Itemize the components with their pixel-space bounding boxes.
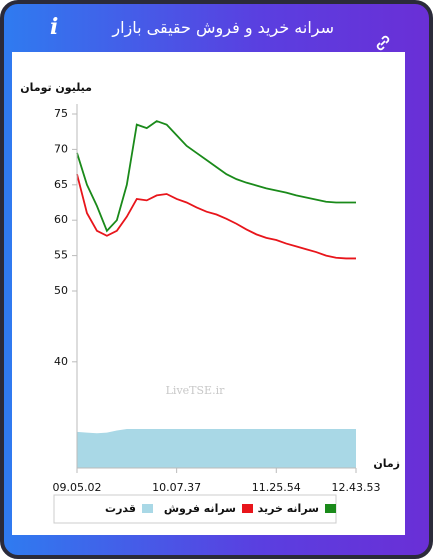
info-icon[interactable]: i [50,14,59,40]
area [77,429,356,468]
legend-swatch [242,504,253,513]
legend-swatch [142,504,153,513]
legend-swatch [325,504,336,513]
y-tick-label: 55 [54,249,68,262]
legend-label: قدرت [105,502,136,515]
y-tick-label: 40 [54,355,68,368]
x-tick-label: 10.07.37 [152,481,201,494]
x-axis-title: زمان [373,457,400,470]
link-icon[interactable] [374,34,392,52]
x-tick-label: 09.05.02 [53,481,102,494]
line [76,120,356,233]
y-tick-label: 75 [54,107,68,120]
watermark: LiveTSE.ir [166,384,225,397]
title: سرانه خرید و فروش حقیقی بازار [112,18,334,37]
y-axis-title: میلیون تومان [20,81,92,94]
y-tick-label: 70 [54,142,68,155]
chart: میلیون تومان زمان LiveTSE.ir 40 50 55 60 65 7… [12,52,405,535]
x-tick-label: 12.43.53 [332,481,381,494]
legend-label: سرانه فروش [164,502,236,515]
y-tick-label: 50 [54,284,68,297]
line [76,173,356,260]
y-tick-label: 65 [54,178,68,191]
legend [53,494,337,524]
x-tick-label: 11.25.54 [252,481,301,494]
y-tick-label: 60 [54,213,68,226]
legend-label: سرانه خرید [258,502,319,515]
header: i سرانه خرید و فروش حقیقی بازار [4,4,429,56]
